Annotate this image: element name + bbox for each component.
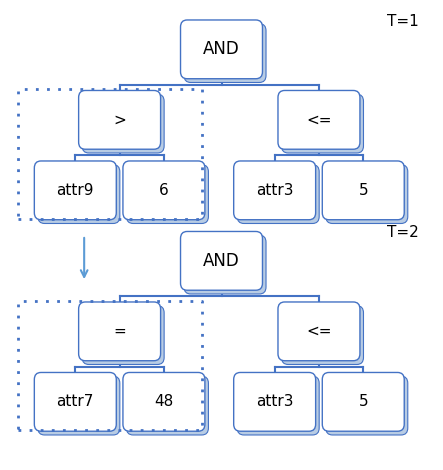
Text: =: = — [113, 324, 126, 339]
FancyBboxPatch shape — [123, 372, 205, 431]
Text: <=: <= — [306, 112, 332, 127]
FancyBboxPatch shape — [126, 376, 208, 435]
FancyBboxPatch shape — [184, 24, 266, 83]
Text: attr9: attr9 — [57, 183, 94, 198]
FancyBboxPatch shape — [78, 90, 160, 149]
FancyBboxPatch shape — [233, 372, 315, 431]
FancyBboxPatch shape — [282, 306, 363, 365]
Text: <=: <= — [306, 324, 332, 339]
FancyBboxPatch shape — [233, 161, 315, 220]
FancyBboxPatch shape — [322, 372, 404, 431]
Text: T=1: T=1 — [387, 14, 419, 29]
FancyBboxPatch shape — [180, 20, 262, 78]
FancyBboxPatch shape — [278, 90, 360, 149]
FancyBboxPatch shape — [326, 376, 408, 435]
FancyBboxPatch shape — [184, 235, 266, 294]
Text: attr3: attr3 — [256, 394, 293, 409]
FancyBboxPatch shape — [35, 372, 116, 431]
FancyBboxPatch shape — [35, 161, 116, 220]
FancyBboxPatch shape — [78, 302, 160, 361]
FancyBboxPatch shape — [82, 306, 164, 365]
FancyBboxPatch shape — [180, 231, 262, 290]
FancyBboxPatch shape — [322, 161, 404, 220]
FancyBboxPatch shape — [237, 165, 319, 224]
Text: AND: AND — [203, 40, 240, 58]
Bar — [18, 301, 202, 430]
Text: T=2: T=2 — [387, 225, 419, 240]
Text: 6: 6 — [159, 183, 169, 198]
FancyBboxPatch shape — [38, 376, 120, 435]
FancyBboxPatch shape — [126, 165, 208, 224]
Text: AND: AND — [203, 252, 240, 270]
Text: 5: 5 — [358, 394, 368, 409]
FancyBboxPatch shape — [123, 161, 205, 220]
FancyBboxPatch shape — [82, 94, 164, 153]
FancyBboxPatch shape — [282, 94, 363, 153]
FancyBboxPatch shape — [38, 165, 120, 224]
Text: attr7: attr7 — [57, 394, 94, 409]
Text: attr3: attr3 — [256, 183, 293, 198]
Bar — [18, 89, 202, 219]
Text: >: > — [113, 112, 126, 127]
FancyBboxPatch shape — [237, 376, 319, 435]
Text: 48: 48 — [154, 394, 174, 409]
FancyBboxPatch shape — [326, 165, 408, 224]
FancyBboxPatch shape — [278, 302, 360, 361]
Text: 5: 5 — [358, 183, 368, 198]
